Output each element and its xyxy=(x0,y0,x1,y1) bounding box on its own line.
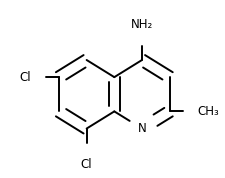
Text: N: N xyxy=(137,122,146,135)
Text: CH₃: CH₃ xyxy=(196,105,218,118)
Text: NH₂: NH₂ xyxy=(130,18,153,31)
Text: Cl: Cl xyxy=(20,71,31,84)
Text: Cl: Cl xyxy=(81,158,92,171)
